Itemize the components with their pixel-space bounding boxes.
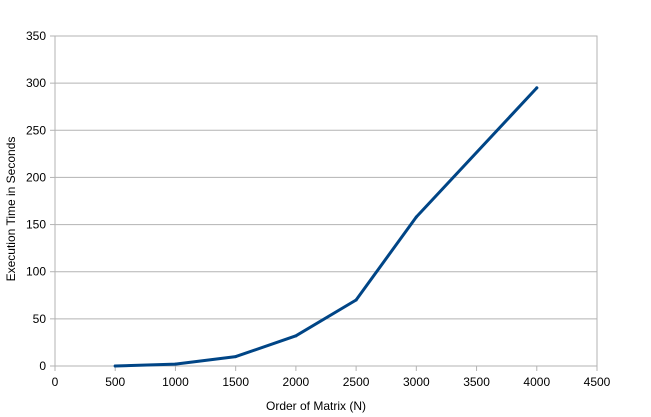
x-tick-label-2000: 2000	[283, 375, 310, 389]
data-point-1500	[234, 355, 238, 359]
y-tick-label-0: 0	[39, 359, 46, 373]
data-point-2500	[354, 298, 358, 302]
y-tick-label-300: 300	[26, 76, 46, 90]
x-axis-label: Order of Matrix (N)	[266, 399, 366, 413]
y-tick-label-250: 250	[26, 123, 46, 137]
data-point-500	[113, 364, 117, 368]
x-tick-label-1500: 1500	[222, 375, 249, 389]
x-tick-label-2500: 2500	[343, 375, 370, 389]
x-tick-label-4000: 4000	[523, 375, 550, 389]
y-tick-label-200: 200	[26, 170, 46, 184]
x-tick-label-0: 0	[52, 375, 59, 389]
data-point-1000	[173, 362, 177, 366]
data-point-4000	[535, 86, 539, 90]
series-layer	[113, 86, 539, 368]
x-tick-label-500: 500	[105, 375, 125, 389]
y-tick-label-100: 100	[26, 265, 46, 279]
y-axis-ticks: 0 50 100 150 200 250 300 350	[26, 29, 55, 373]
x-tick-label-3000: 3000	[403, 375, 430, 389]
x-tick-label-4500: 4500	[584, 375, 611, 389]
x-tick-label-1000: 1000	[162, 375, 189, 389]
x-tick-label-3500: 3500	[463, 375, 490, 389]
y-axis-label: Execution Time in Seconds	[4, 137, 18, 282]
y-tick-label-350: 350	[26, 29, 46, 43]
plot-area-frame	[54, 35, 598, 367]
data-point-3000	[414, 215, 418, 219]
x-axis-ticks: 0 500 1000 1500 2000 2500 3000 3500 4000 4500	[52, 366, 611, 389]
data-point-2000	[294, 334, 298, 338]
series-line-0	[113, 86, 539, 368]
gridlines	[55, 35, 597, 367]
y-tick-label-50: 50	[33, 312, 47, 326]
y-tick-label-150: 150	[26, 218, 46, 232]
